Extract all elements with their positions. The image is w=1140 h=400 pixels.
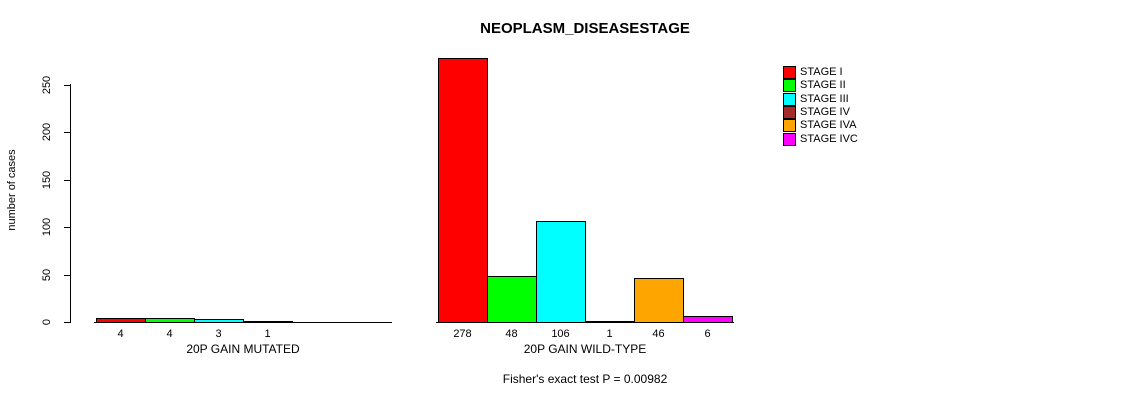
- legend-item-label: STAGE IV: [800, 106, 850, 118]
- legend-item-label: STAGE I: [800, 66, 843, 78]
- y-axis-tick: [64, 322, 71, 323]
- bar-stage-iva: [634, 278, 684, 323]
- group-label: 20P GAIN WILD-TYPE: [523, 342, 647, 356]
- y-axis-tick: [64, 275, 71, 276]
- y-axis-tick: [64, 227, 71, 228]
- bar-value-label: 6: [704, 328, 711, 340]
- y-tick-label: 200: [41, 122, 53, 142]
- y-axis-title: number of cases: [6, 149, 18, 231]
- bar-stage-iii: [194, 319, 244, 323]
- bar-value-label: 46: [652, 328, 665, 340]
- y-axis-tick: [64, 180, 71, 181]
- legend-swatch-stage-ii: [783, 79, 796, 92]
- y-axis-tick: [64, 85, 71, 86]
- bar-stage-ivc: [683, 316, 733, 323]
- legend-swatch-stage-iv: [783, 106, 796, 119]
- y-axis-tick: [64, 132, 71, 133]
- bar-stage-iv: [243, 321, 293, 323]
- bar-stage-iv: [585, 321, 635, 323]
- legend-item-label: STAGE IVA: [800, 119, 857, 131]
- legend-swatch-stage-ivc: [783, 133, 796, 146]
- bar-value-label: 278: [453, 328, 472, 340]
- bar-stage-i: [96, 318, 146, 323]
- y-tick-label: 50: [41, 268, 53, 282]
- legend-item-label: STAGE II: [800, 79, 846, 91]
- bar-value-label: 3: [215, 328, 222, 340]
- legend-item-label: STAGE IVC: [800, 133, 858, 145]
- y-tick-label: 0: [41, 318, 53, 326]
- legend-swatch-stage-i: [783, 66, 796, 79]
- legend-swatch-stage-iii: [783, 93, 796, 106]
- bar-stage-iii: [536, 221, 586, 323]
- legend-item-label: STAGE III: [800, 93, 849, 105]
- fisher-test-note: Fisher's exact test P = 0.00982: [502, 372, 668, 386]
- bar-value-label: 1: [264, 328, 271, 340]
- y-tick-label: 100: [41, 217, 53, 237]
- bar-stage-i: [438, 58, 488, 323]
- bar-stage-ii: [487, 276, 537, 323]
- y-tick-label: 250: [41, 75, 53, 95]
- bar-value-label: 106: [551, 328, 570, 340]
- group-label: 20P GAIN MUTATED: [186, 342, 300, 356]
- bar-value-label: 4: [117, 328, 124, 340]
- y-axis-line: [70, 84, 71, 323]
- legend-swatch-stage-iva: [783, 119, 796, 132]
- y-tick-label: 150: [41, 170, 53, 190]
- bar-value-label: 1: [606, 328, 613, 340]
- bar-value-label: 4: [166, 328, 173, 340]
- chart-title: NEOPLASM_DISEASESTAGE: [480, 20, 690, 37]
- bar-stage-ii: [145, 318, 195, 323]
- bar-value-label: 48: [505, 328, 518, 340]
